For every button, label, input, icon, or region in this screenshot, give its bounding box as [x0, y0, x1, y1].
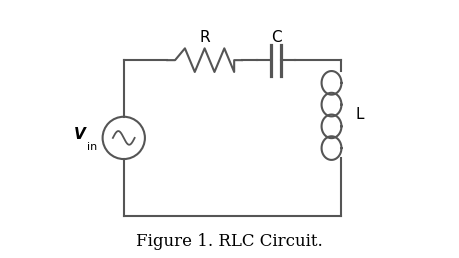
Text: L: L [355, 107, 364, 122]
Text: C: C [271, 30, 281, 45]
Text: in: in [87, 142, 97, 152]
Text: Figure 1. RLC Circuit.: Figure 1. RLC Circuit. [136, 233, 323, 250]
Text: R: R [199, 30, 210, 45]
Text: V: V [74, 127, 85, 142]
